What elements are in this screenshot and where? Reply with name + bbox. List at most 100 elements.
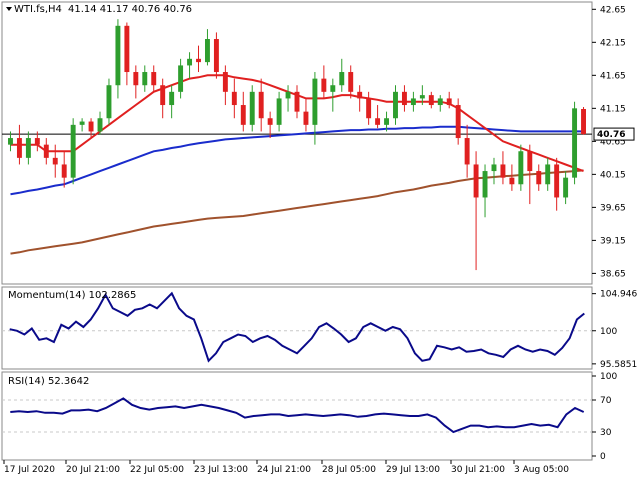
candle-body xyxy=(34,138,40,145)
xtick-label: 29 Jul 13:00 xyxy=(386,465,440,475)
xtick-label: 28 Jul 05:00 xyxy=(322,465,376,475)
rsi-line xyxy=(10,397,585,434)
candle-body xyxy=(339,72,345,86)
candle-body xyxy=(473,164,479,198)
momentum-plot-layer[interactable] xyxy=(2,291,592,363)
current-price-label: 40.76 xyxy=(597,130,625,140)
candle-body xyxy=(375,118,381,125)
candle-body xyxy=(169,91,175,106)
xtick-label: 17 Jul 2020 xyxy=(4,465,55,475)
candle-body xyxy=(231,91,237,106)
candle-body xyxy=(124,25,130,73)
sma-mid-line xyxy=(10,125,584,196)
xtick-label: 3 Aug 05:00 xyxy=(514,465,569,475)
price-ytick-label: 42.15 xyxy=(600,38,626,48)
collapse-triangle-icon[interactable] xyxy=(6,7,12,11)
candle-body xyxy=(204,39,210,63)
momentum-line xyxy=(9,291,585,363)
price-ytick-label: 38.65 xyxy=(600,269,626,279)
candle-body xyxy=(536,171,542,185)
candle-body xyxy=(419,95,425,99)
candle-body xyxy=(97,118,103,132)
rsi-ytick-label: 100 xyxy=(600,372,617,382)
price-ytick-label: 40.65 xyxy=(600,137,626,147)
candle-body xyxy=(267,118,273,125)
candle-body xyxy=(61,164,67,178)
momentum-title: Momentum(14) 102.2865 xyxy=(8,290,136,301)
xtick-label: 24 Jul 21:00 xyxy=(257,465,311,475)
candle-body xyxy=(509,177,515,185)
price-ytick-label: 42.65 xyxy=(600,5,626,15)
candle-body xyxy=(330,85,336,92)
candle-body xyxy=(393,91,398,119)
price-ytick-label: 41.65 xyxy=(600,71,626,81)
candle-body xyxy=(25,138,31,158)
axes-layer: 38.65 39.15 39.65 40.15 40.65 41.15 41.65 42.15… xyxy=(3,5,637,475)
candle-body xyxy=(401,91,407,106)
xtick-label: 30 Jul 21:00 xyxy=(451,465,505,475)
candle-body xyxy=(572,108,578,178)
candle-body xyxy=(276,98,282,125)
candle-body xyxy=(222,72,228,92)
candle-body xyxy=(464,138,470,165)
candle-body xyxy=(446,98,452,106)
candle-body xyxy=(357,91,363,99)
candle-body xyxy=(151,72,157,86)
candle-body xyxy=(410,98,416,106)
candle-body xyxy=(321,78,327,92)
candle-body xyxy=(518,151,524,185)
candle-body xyxy=(366,98,372,119)
candle-body xyxy=(482,171,488,198)
price-panel-frame xyxy=(1,1,593,285)
rsi-ytick-label: 0 xyxy=(600,452,606,462)
candle-body xyxy=(70,124,76,178)
candle-body xyxy=(142,72,148,86)
candle-body xyxy=(563,177,569,198)
symbol-label: WTI.fs,H4 xyxy=(14,4,62,15)
xtick-label: 22 Jul 05:00 xyxy=(130,465,184,475)
candle-body xyxy=(160,85,166,106)
candle-body xyxy=(133,72,139,86)
rsi-ytick-label: 70 xyxy=(600,396,612,406)
candle-body xyxy=(500,164,506,178)
xtick-label: 20 Jul 21:00 xyxy=(66,465,120,475)
candle-body xyxy=(294,91,300,112)
candle-body xyxy=(43,144,49,158)
candle-body xyxy=(428,95,434,106)
candle-body xyxy=(545,164,551,185)
price-plot-layer[interactable] xyxy=(2,19,592,271)
ohlc-values: 41.14 41.17 40.76 40.76 xyxy=(68,4,192,15)
rsi-plot-layer[interactable] xyxy=(2,397,592,434)
candle-body xyxy=(258,91,264,119)
price-ytick-label: 40.15 xyxy=(600,170,626,180)
candle-body xyxy=(303,111,309,125)
candle-body xyxy=(8,138,13,145)
price-ytick-label: 41.15 xyxy=(600,104,626,114)
current-price-tag xyxy=(593,127,635,141)
candle-body xyxy=(554,164,560,198)
candle-body xyxy=(527,151,533,172)
candle-body xyxy=(16,138,22,158)
candle-body xyxy=(52,157,58,165)
rsi-panel-frame xyxy=(1,371,593,461)
candle-body xyxy=(581,108,586,135)
candle-body xyxy=(79,121,85,125)
candle-body xyxy=(437,98,443,106)
candle-body xyxy=(249,91,255,125)
price-ytick-label: 39.65 xyxy=(600,203,626,213)
momentum-ytick-label: 104.946 xyxy=(600,290,637,300)
candle-body xyxy=(178,65,184,92)
candle-body xyxy=(384,118,390,125)
candle-body xyxy=(312,78,318,125)
candle-body xyxy=(285,91,291,99)
candle-body xyxy=(88,121,94,132)
candle-body xyxy=(187,58,193,66)
candle-body xyxy=(348,72,354,92)
momentum-panel-frame xyxy=(1,286,593,370)
candle-body xyxy=(213,39,219,73)
candle-body xyxy=(115,25,121,86)
candle-body xyxy=(455,105,461,139)
momentum-ytick-label: 100 xyxy=(600,327,617,337)
rsi-ytick-label: 30 xyxy=(600,428,612,438)
